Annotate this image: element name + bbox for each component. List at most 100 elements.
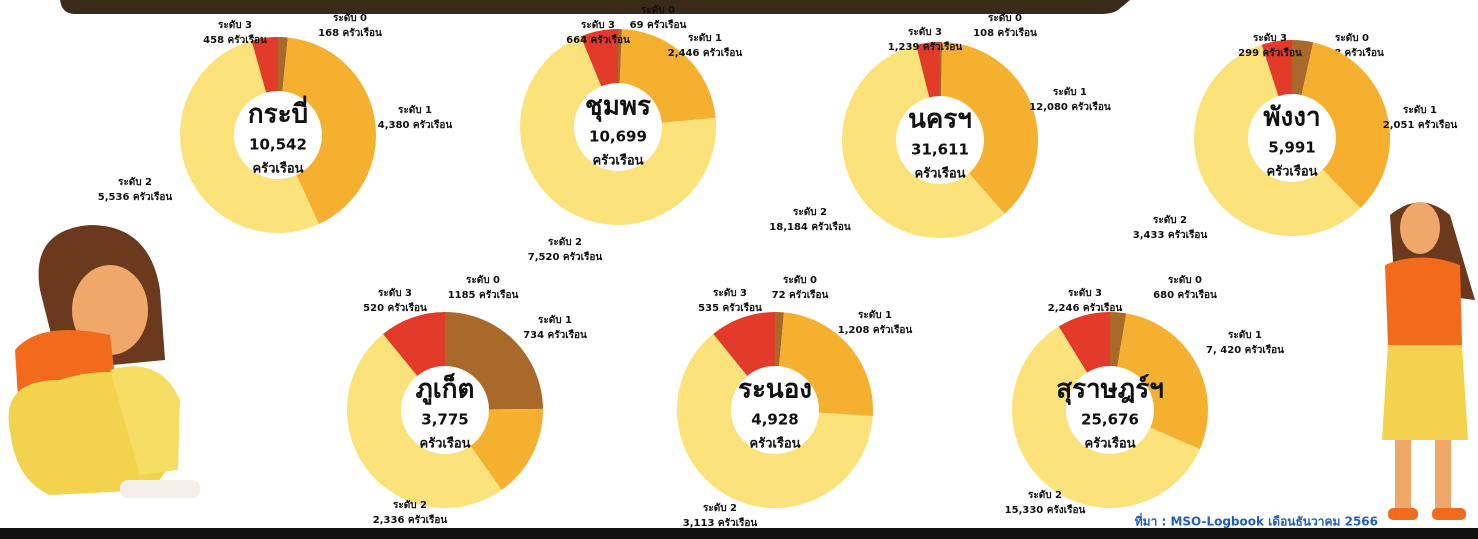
source-note: ที่มา : MSO-Logbook เดือนธันวาคม 2566 — [1135, 513, 1378, 529]
segment-category: ระดับ 1 — [688, 32, 722, 44]
donut-segment — [445, 312, 543, 410]
segment-category: ระดับ 3 — [1253, 32, 1287, 44]
total-households: 4,928 — [751, 411, 798, 429]
donut-segment — [383, 312, 445, 376]
segment-category: ระดับ 3 — [908, 26, 942, 38]
donut-segment — [179, 40, 319, 233]
segment-category: ระดับ 3 — [581, 19, 615, 31]
donut-segment — [1117, 313, 1208, 450]
segment-category: ระดับ 0 — [1168, 274, 1202, 286]
segment-value-label: 2,246 ครัวเรือน — [1048, 302, 1123, 314]
province-name: กระบี่ — [248, 95, 308, 130]
donut-segment — [520, 36, 716, 226]
segment-category: ระดับ 1 — [1053, 86, 1087, 98]
total-households: 31,611 — [911, 141, 969, 159]
donut-segment — [1292, 40, 1314, 96]
segment-category: ระดับ 3 — [1068, 287, 1102, 299]
unit-label: ครัวเรือน — [749, 436, 800, 452]
segment-category: ระดับ 3 — [378, 287, 412, 299]
donut-segment — [580, 29, 618, 87]
segment-category: ระดับ 0 — [783, 274, 817, 286]
standing-girl-illustration — [1382, 202, 1475, 520]
segment-value-label: 535 ครัวเรือน — [698, 302, 762, 314]
segment-value-label: 7,520 ครัวเรือน — [528, 251, 603, 263]
segment-value-label: 2,336 ครัวเรือน — [373, 514, 448, 526]
total-households: 25,676 — [1081, 411, 1139, 429]
segment-value-label: 3,433 ครัวเรือน — [1133, 229, 1208, 241]
segment-value-label: 1,208 ครัวเรือน — [838, 324, 913, 336]
segment-category: ระดับ 1 — [398, 104, 432, 116]
unit-label: ครัวเรือน — [592, 153, 643, 169]
segment-category: ระดับ 1 — [1228, 329, 1262, 341]
segment-value-label: 3,113 ครัวเรือน — [683, 517, 758, 529]
segment-category: ระดับ 1 — [1403, 104, 1437, 116]
donut-segment — [841, 44, 1005, 239]
segment-value-label: 680 ครัวเรือน — [1153, 289, 1217, 301]
donut-segment — [916, 42, 940, 98]
total-households: 10,542 — [249, 136, 307, 154]
segment-category: ระดับ 0 — [1335, 32, 1369, 44]
bottom-bar — [0, 528, 1478, 539]
top-banner — [60, 0, 1130, 14]
segment-value-label: 7, 420 ครัวเรือน — [1206, 344, 1284, 356]
donut-segment — [347, 334, 502, 508]
donut-segment — [1011, 326, 1200, 509]
segment-value-label: 458 ครัวเรือน — [203, 34, 267, 46]
segment-value-label: 168 ครัวเรือน — [318, 27, 382, 39]
segment-value-label: 69 ครัวเรือน — [630, 19, 687, 31]
donut-segment — [1193, 44, 1361, 236]
segment-category: ระดับ 1 — [538, 314, 572, 326]
total-households: 3,775 — [421, 411, 468, 429]
segment-category: ระดับ 2 — [118, 176, 152, 188]
donut-segment — [251, 37, 278, 93]
donut-segment — [1261, 40, 1292, 97]
donut-segment — [713, 312, 775, 376]
province-name: พังงา — [1263, 103, 1320, 133]
segment-value-label: 734 ครัวเรือน — [523, 329, 587, 341]
sad-girl-illustration — [8, 225, 200, 498]
donut-segment — [470, 408, 544, 490]
donut-segment — [940, 42, 1038, 214]
segment-value-label: 1185 ครัวเรือน — [448, 289, 519, 301]
donut-segment — [779, 312, 873, 416]
segment-value-label: 520 ครัวเรือน — [363, 302, 427, 314]
donut-segment — [278, 37, 288, 92]
unit-label: ครัวเรือน — [1084, 436, 1135, 452]
donut-segment — [1058, 312, 1110, 373]
segment-category: ระดับ 2 — [1028, 489, 1062, 501]
total-households: 10,699 — [589, 128, 647, 146]
segment-category: ระดับ 2 — [1153, 214, 1187, 226]
unit-label: ครัวเรือน — [419, 436, 470, 452]
segment-value-label: 15,330 ครังเรือน — [1005, 504, 1086, 516]
donut-segment — [282, 37, 376, 225]
province-name: นครฯ — [908, 105, 972, 135]
segment-value-label: 299 ครัวเรือน — [1238, 47, 1302, 59]
segment-value-label: 18,184 ครัวเรือน — [769, 221, 851, 233]
segment-value-label: 12,080 ครัวเรือน — [1029, 101, 1111, 113]
unit-label: ครัวเรือน — [1266, 164, 1317, 180]
segment-category: ระดับ 2 — [548, 236, 582, 248]
segment-value-label: 1,239 ครัวเรือน — [888, 41, 963, 53]
segment-category: ระดับ 2 — [703, 502, 737, 514]
segment-value-label: 108 ครัวเรือน — [973, 27, 1037, 39]
segment-value-label: 72 ครัวเรือน — [772, 289, 829, 301]
donut-segment — [775, 312, 784, 367]
total-households: 5,991 — [1268, 139, 1315, 157]
segment-category: ระดับ 0 — [333, 12, 367, 24]
province-name: ภูเก็ต — [416, 373, 475, 406]
donut-segment — [940, 42, 943, 97]
donut-segment — [619, 29, 716, 123]
segment-category: ระดับ 0 — [988, 12, 1022, 24]
segment-value-label: 664 ครัวเรือน — [566, 34, 630, 46]
segment-category: ระดับ 3 — [218, 19, 252, 31]
segment-value-label: 2,446 ครัวเรือน — [668, 47, 743, 59]
segment-category: ระดับ 2 — [393, 499, 427, 511]
segment-category: ระดับ 0 — [466, 274, 500, 286]
segment-value-label: 2,051 ครัวเรือน — [1383, 119, 1458, 131]
